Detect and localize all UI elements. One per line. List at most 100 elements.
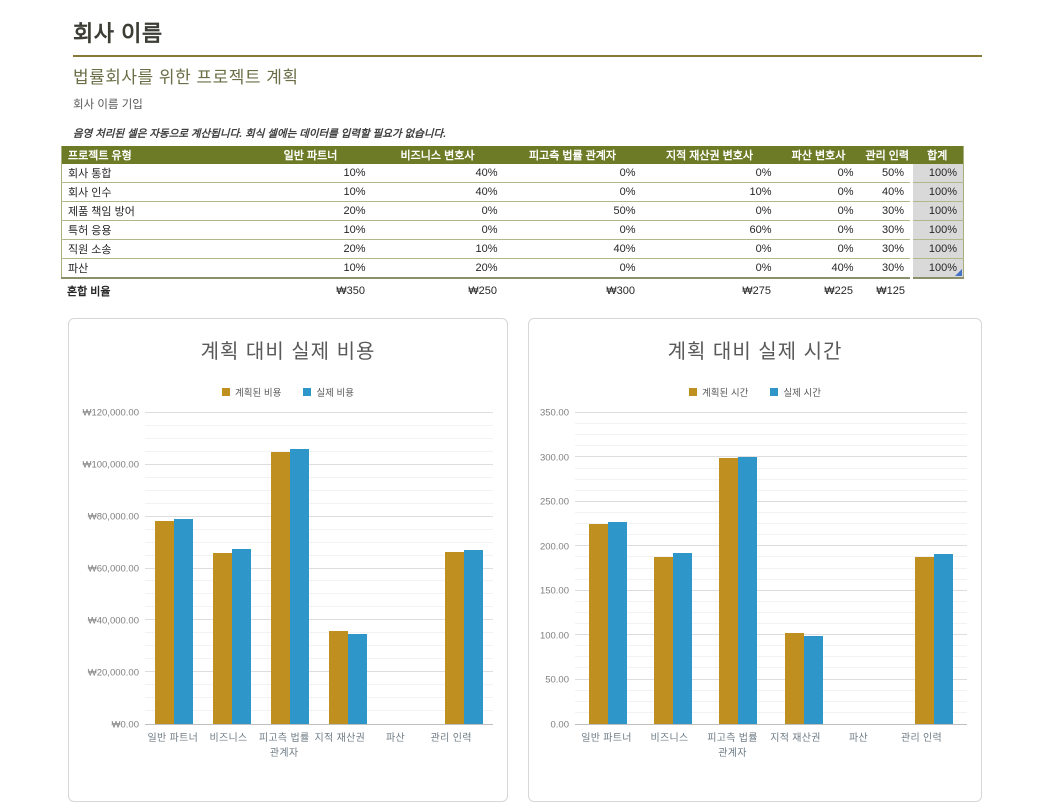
- value-cell[interactable]: 0%: [777, 239, 860, 259]
- total-cell: 100%: [910, 164, 964, 183]
- gridline: [145, 463, 493, 465]
- legend-item: 계획된 비용: [222, 386, 281, 399]
- legend-swatch-icon: [303, 388, 312, 396]
- bar-planned: [445, 551, 464, 724]
- value-cell[interactable]: 10%: [249, 220, 372, 240]
- footer-value-cell[interactable]: ₩250: [468, 285, 497, 297]
- x-axis-label: 지적 재산권: [314, 733, 366, 744]
- gridline: [575, 711, 967, 713]
- category-slot: [261, 413, 319, 724]
- y-axis-label: 200.00: [539, 541, 569, 553]
- value-cell[interactable]: 30%: [859, 258, 912, 279]
- gridline: [575, 645, 967, 647]
- value-cell[interactable]: 40%: [503, 239, 642, 259]
- gridline: [145, 541, 493, 543]
- row-label-cell[interactable]: 특허 응용: [61, 220, 250, 240]
- value-cell[interactable]: 10%: [249, 182, 372, 202]
- footer-value-cell[interactable]: ₩300: [606, 285, 635, 297]
- plot-area: [145, 412, 493, 725]
- value-cell[interactable]: 60%: [641, 220, 778, 240]
- gridline: [575, 589, 967, 591]
- category-slot: [575, 413, 640, 724]
- table-header-row: 프로젝트 유형 일반 파트너 비즈니스 변호사 피고측 법률 관계자 지적 재산…: [61, 146, 964, 164]
- gridline: [145, 580, 493, 582]
- value-cell[interactable]: 40%: [859, 182, 912, 202]
- value-cell[interactable]: 50%: [859, 164, 912, 183]
- value-cell[interactable]: 10%: [371, 239, 504, 259]
- value-cell[interactable]: 20%: [371, 258, 504, 279]
- value-cell[interactable]: 0%: [641, 164, 778, 183]
- value-cell[interactable]: 0%: [371, 220, 504, 240]
- value-cell[interactable]: 0%: [641, 239, 778, 259]
- value-cell[interactable]: 50%: [503, 201, 642, 221]
- gridline: [145, 671, 493, 673]
- value-cell[interactable]: 0%: [777, 220, 860, 240]
- gridline: [575, 445, 967, 447]
- gridline: [575, 500, 967, 502]
- value-cell[interactable]: 0%: [777, 182, 860, 202]
- y-axis-label: 150.00: [539, 585, 569, 597]
- gridline: [575, 534, 967, 536]
- row-label-cell[interactable]: 파산: [61, 258, 250, 279]
- y-axis-label: ₩60,000.00: [87, 563, 139, 575]
- value-cell[interactable]: 30%: [859, 201, 912, 221]
- footer-value-cell[interactable]: ₩225: [824, 285, 853, 297]
- gridline: [145, 476, 493, 478]
- gridline: [145, 606, 493, 608]
- value-cell[interactable]: 0%: [503, 164, 642, 183]
- value-cell[interactable]: 10%: [249, 258, 372, 279]
- value-cell[interactable]: 10%: [641, 182, 778, 202]
- page-title: 회사 이름: [73, 21, 163, 46]
- bar-planned: [784, 633, 804, 724]
- col-header-business-lawyer: 비즈니스 변호사: [371, 146, 504, 164]
- legend-swatch-icon: [222, 388, 231, 396]
- hours-chart-title: 계획 대비 실제 시간: [667, 341, 843, 363]
- gridline: [145, 658, 493, 660]
- legend-swatch-icon: [770, 388, 779, 396]
- value-cell[interactable]: 10%: [249, 164, 372, 183]
- value-cell[interactable]: 40%: [371, 182, 504, 202]
- project-type-table: 프로젝트 유형 일반 파트너 비즈니스 변호사 피고측 법률 관계자 지적 재산…: [61, 146, 964, 279]
- x-axis-label: 피고측 법률 관계자: [258, 733, 310, 759]
- y-axis-label: 350.00: [539, 407, 569, 419]
- row-label-cell[interactable]: 제품 책임 방어: [61, 201, 250, 221]
- comment-indicator-icon: [955, 269, 962, 276]
- row-label-cell[interactable]: 직원 소송: [61, 239, 250, 259]
- bar-actual: [934, 554, 954, 724]
- legend-label: 실제 비용: [316, 388, 354, 399]
- cost-chart-title: 계획 대비 실제 비용: [200, 341, 376, 363]
- value-cell[interactable]: 20%: [249, 239, 372, 259]
- col-header-bankruptcy-lawyer: 파산 변호사: [777, 146, 860, 164]
- footer-empty-cell: [911, 279, 963, 301]
- company-name-hint[interactable]: 회사 이름 기입: [73, 99, 143, 111]
- value-cell[interactable]: 40%: [777, 258, 860, 279]
- y-axis-label: ₩0.00: [111, 719, 139, 731]
- bar-planned: [588, 524, 608, 724]
- total-cell: 100%: [910, 201, 964, 221]
- row-label-cell[interactable]: 회사 통합: [61, 164, 250, 183]
- y-axis-label: ₩80,000.00: [87, 511, 139, 523]
- value-cell[interactable]: 0%: [371, 201, 504, 221]
- value-cell[interactable]: 30%: [859, 220, 912, 240]
- value-cell[interactable]: 0%: [641, 258, 778, 279]
- value-cell[interactable]: 0%: [503, 220, 642, 240]
- footer-value-cell[interactable]: ₩275: [742, 285, 771, 297]
- value-cell[interactable]: 40%: [371, 164, 504, 183]
- value-cell[interactable]: 20%: [249, 201, 372, 221]
- value-cell[interactable]: 0%: [777, 201, 860, 221]
- col-header-admin-staff: 관리 인력: [859, 146, 912, 164]
- value-cell[interactable]: 0%: [503, 258, 642, 279]
- value-cell[interactable]: 30%: [859, 239, 912, 259]
- row-label-cell[interactable]: 회사 인수: [61, 182, 250, 202]
- footer-value-cell[interactable]: ₩125: [876, 285, 905, 297]
- footer-value-cell[interactable]: ₩350: [336, 285, 365, 297]
- value-cell[interactable]: 0%: [641, 201, 778, 221]
- value-cell[interactable]: 0%: [777, 164, 860, 183]
- legend-item: 실제 시간: [770, 386, 821, 399]
- category-slot: [145, 413, 203, 724]
- category-slot: [640, 413, 705, 724]
- legend-label: 실제 시간: [783, 388, 821, 399]
- gridline: [575, 467, 967, 469]
- value-cell[interactable]: 0%: [503, 182, 642, 202]
